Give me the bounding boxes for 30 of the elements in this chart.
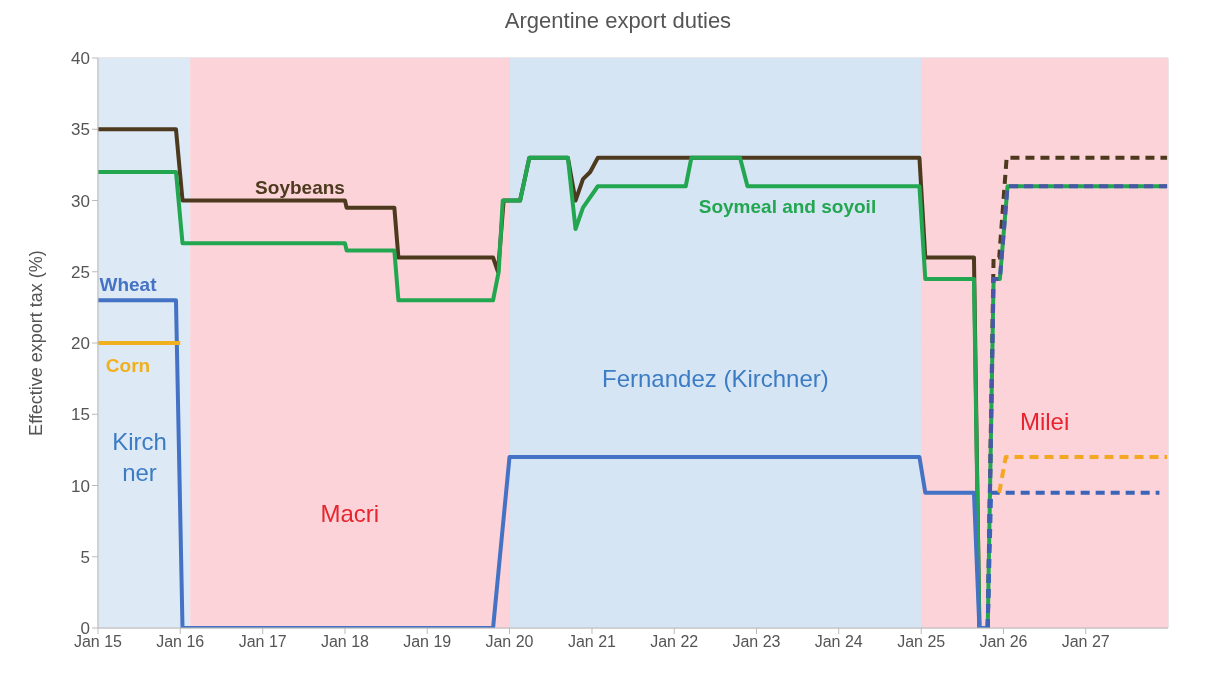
band-label: Kirchner — [112, 427, 167, 486]
chart-title: Argentine export duties — [503, 8, 733, 35]
series-label: Wheat — [99, 274, 158, 296]
x-tick-label: Jan 18 — [320, 633, 370, 651]
y-tick-label: 30 — [71, 191, 90, 211]
x-tick-label: Jan 25 — [897, 633, 946, 651]
x-tick-label: Jan 19 — [403, 633, 452, 651]
band-label: Macri — [320, 500, 380, 528]
series-label: Soymeal and soyoil — [698, 196, 877, 218]
y-tick-label: 20 — [71, 334, 90, 354]
y-tick-label: 15 — [71, 405, 90, 425]
x-tick-label: Jan 17 — [238, 633, 287, 651]
y-tick-label: 40 — [71, 49, 90, 69]
y-tick-label: 5 — [80, 547, 90, 567]
series-label: Corn — [105, 355, 151, 377]
y-tick-label: 10 — [71, 476, 90, 496]
x-tick-label: Jan 16 — [156, 633, 205, 651]
x-tick-label: Jan 21 — [567, 633, 617, 651]
y-axis-title: Effective export tax (%) — [26, 250, 47, 436]
x-tick-label: Jan 24 — [814, 633, 863, 651]
x-tick-label: Jan 20 — [485, 633, 534, 651]
y-tick-label: 25 — [71, 262, 90, 282]
band-label: Milei — [1019, 407, 1070, 435]
x-tick-label: Jan 23 — [732, 633, 781, 651]
y-tick-label: 35 — [71, 120, 90, 140]
band-label: Fernandez (Kirchner) — [601, 365, 829, 393]
x-tick-label: Jan 22 — [650, 633, 699, 651]
x-tick-label: Jan 26 — [979, 633, 1028, 651]
series-label: Soybeans — [255, 176, 345, 198]
x-tick-label: Jan 27 — [1061, 633, 1110, 651]
